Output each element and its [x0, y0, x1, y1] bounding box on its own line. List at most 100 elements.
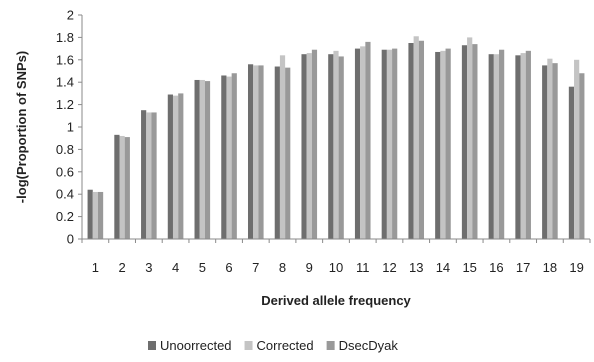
x-tick-label: 12 — [382, 260, 396, 275]
bar-corrected-7 — [253, 65, 259, 240]
x-tick-label: 10 — [329, 260, 343, 275]
bar-corrected-12 — [386, 49, 393, 239]
bar-dsecdyak-5 — [204, 81, 211, 239]
y-tick-label: 0.4 — [56, 187, 74, 202]
x-tick-label: 4 — [172, 260, 179, 275]
bar-unoorrected-4 — [167, 94, 173, 240]
x-tick-label: 6 — [225, 260, 232, 275]
y-tick-label: 1.8 — [56, 30, 74, 45]
legend-swatch-dsecdyak — [326, 341, 335, 350]
x-tick-label: 7 — [252, 260, 259, 275]
bar-unoorrected-14 — [435, 51, 441, 240]
x-tick-label: 1 — [92, 260, 99, 275]
bar-unoorrected-3 — [141, 110, 147, 239]
bar-unoorrected-11 — [354, 48, 361, 239]
bar-corrected-1 — [92, 191, 98, 239]
bar-corrected-5 — [199, 79, 205, 240]
bar-corrected-2 — [119, 135, 125, 239]
bar-unoorrected-10 — [328, 54, 334, 240]
legend-label-unoorrected: Unoorrected — [160, 338, 232, 353]
y-axis-title-group: -log(Proportion of SNPs) — [14, 51, 29, 203]
bar-dsecdyak-18 — [552, 63, 558, 239]
bar-dsecdyak-13 — [418, 40, 425, 240]
x-tick-label: 5 — [199, 260, 206, 275]
bar-dsecdyak-1 — [97, 191, 104, 239]
x-tick-label: 15 — [462, 260, 476, 275]
bar-unoorrected-8 — [274, 66, 280, 240]
bar-corrected-13 — [413, 36, 419, 239]
bar-dsecdyak-6 — [231, 73, 237, 240]
y-axis-ticks: 0 0.2 0.4 0.6 0.8 1 1.2 1.4 1.6 1.8 2 — [56, 8, 82, 247]
bar-corrected-11 — [360, 46, 366, 239]
y-tick-label: 1 — [67, 120, 74, 135]
bar-dsecdyak-2 — [124, 137, 130, 239]
bar-dsecdyak-10 — [338, 56, 344, 239]
bar-dsecdyak-7 — [258, 65, 264, 240]
bar-unoorrected-17 — [515, 55, 521, 239]
y-tick-label: 0 — [67, 232, 74, 247]
bar-dsecdyak-15 — [472, 44, 478, 240]
x-tick-label: 16 — [489, 260, 503, 275]
bar-dsecdyak-17 — [525, 50, 531, 240]
x-tick-label: 19 — [569, 260, 583, 275]
bar-corrected-3 — [146, 112, 152, 239]
bar-unoorrected-12 — [381, 49, 387, 239]
bar-unoorrected-18 — [542, 65, 548, 240]
bar-dsecdyak-8 — [285, 67, 291, 239]
x-tick-label: 2 — [118, 260, 125, 275]
bar-corrected-6 — [226, 76, 232, 239]
bar-dsecdyak-11 — [365, 41, 371, 239]
legend-label-corrected: Corrected — [257, 338, 314, 353]
bar-dsecdyak-4 — [178, 93, 184, 240]
bar-corrected-9 — [306, 53, 312, 239]
legend: Unoorrected Corrected DsecDyak — [148, 338, 398, 353]
x-tick-label: 18 — [543, 260, 557, 275]
bar-unoorrected-7 — [247, 64, 254, 239]
x-tick-label: 13 — [409, 260, 423, 275]
bar-dsecdyak-19 — [579, 73, 585, 240]
bar-unoorrected-19 — [568, 86, 575, 240]
y-tick-label: 0.6 — [56, 164, 74, 179]
legend-label-dsecdyak: DsecDyak — [339, 338, 399, 353]
bar-corrected-19 — [574, 59, 580, 239]
x-tick-label: 11 — [356, 260, 370, 275]
bar-corrected-8 — [279, 55, 286, 239]
x-tick-label: 9 — [306, 260, 313, 275]
x-tick-label: 8 — [279, 260, 286, 275]
y-tick-label: 0.2 — [56, 209, 74, 224]
y-tick-label: 1.6 — [56, 52, 74, 67]
y-tick-label: 1.2 — [56, 97, 74, 112]
x-axis-title: Derived allele frequency — [261, 293, 411, 308]
bar-corrected-14 — [440, 50, 446, 240]
bar-corrected-18 — [547, 58, 553, 240]
bar-corrected-16 — [493, 54, 500, 240]
bar-dsecdyak-12 — [392, 48, 398, 239]
bar-unoorrected-2 — [114, 134, 120, 239]
bar-dsecdyak-3 — [151, 112, 157, 239]
bar-unoorrected-9 — [301, 54, 307, 240]
bar-unoorrected-5 — [194, 79, 200, 240]
x-axis-ticks: 1 2 3 4 5 6 7 8 9 10 11 12 13 14 15 16 17 18 19 — [81, 239, 591, 275]
bar-dsecdyak-16 — [499, 49, 505, 239]
bar-unoorrected-6 — [221, 75, 227, 239]
legend-swatch-unoorrected — [148, 341, 156, 350]
x-tick-label: 17 — [516, 260, 530, 275]
x-tick-label: 14 — [436, 260, 450, 275]
y-axis-title: -log(Proportion of SNPs) — [14, 51, 29, 203]
legend-swatch-corrected — [244, 341, 253, 350]
y-tick-label: 0.8 — [56, 142, 74, 157]
bar-corrected-17 — [520, 53, 526, 239]
bar-corrected-4 — [172, 95, 179, 239]
bar-unoorrected-15 — [461, 45, 468, 239]
bar-unoorrected-16 — [488, 54, 494, 240]
bar-dsecdyak-14 — [445, 48, 451, 239]
bar-corrected-15 — [467, 37, 473, 240]
bars — [87, 36, 585, 240]
bar-corrected-10 — [333, 50, 339, 240]
bar-unoorrected-1 — [87, 189, 93, 239]
y-tick-label: 1.4 — [56, 75, 74, 90]
x-tick-label: 3 — [145, 260, 152, 275]
bar-unoorrected-13 — [408, 43, 414, 239]
bar-dsecdyak-9 — [311, 49, 318, 239]
